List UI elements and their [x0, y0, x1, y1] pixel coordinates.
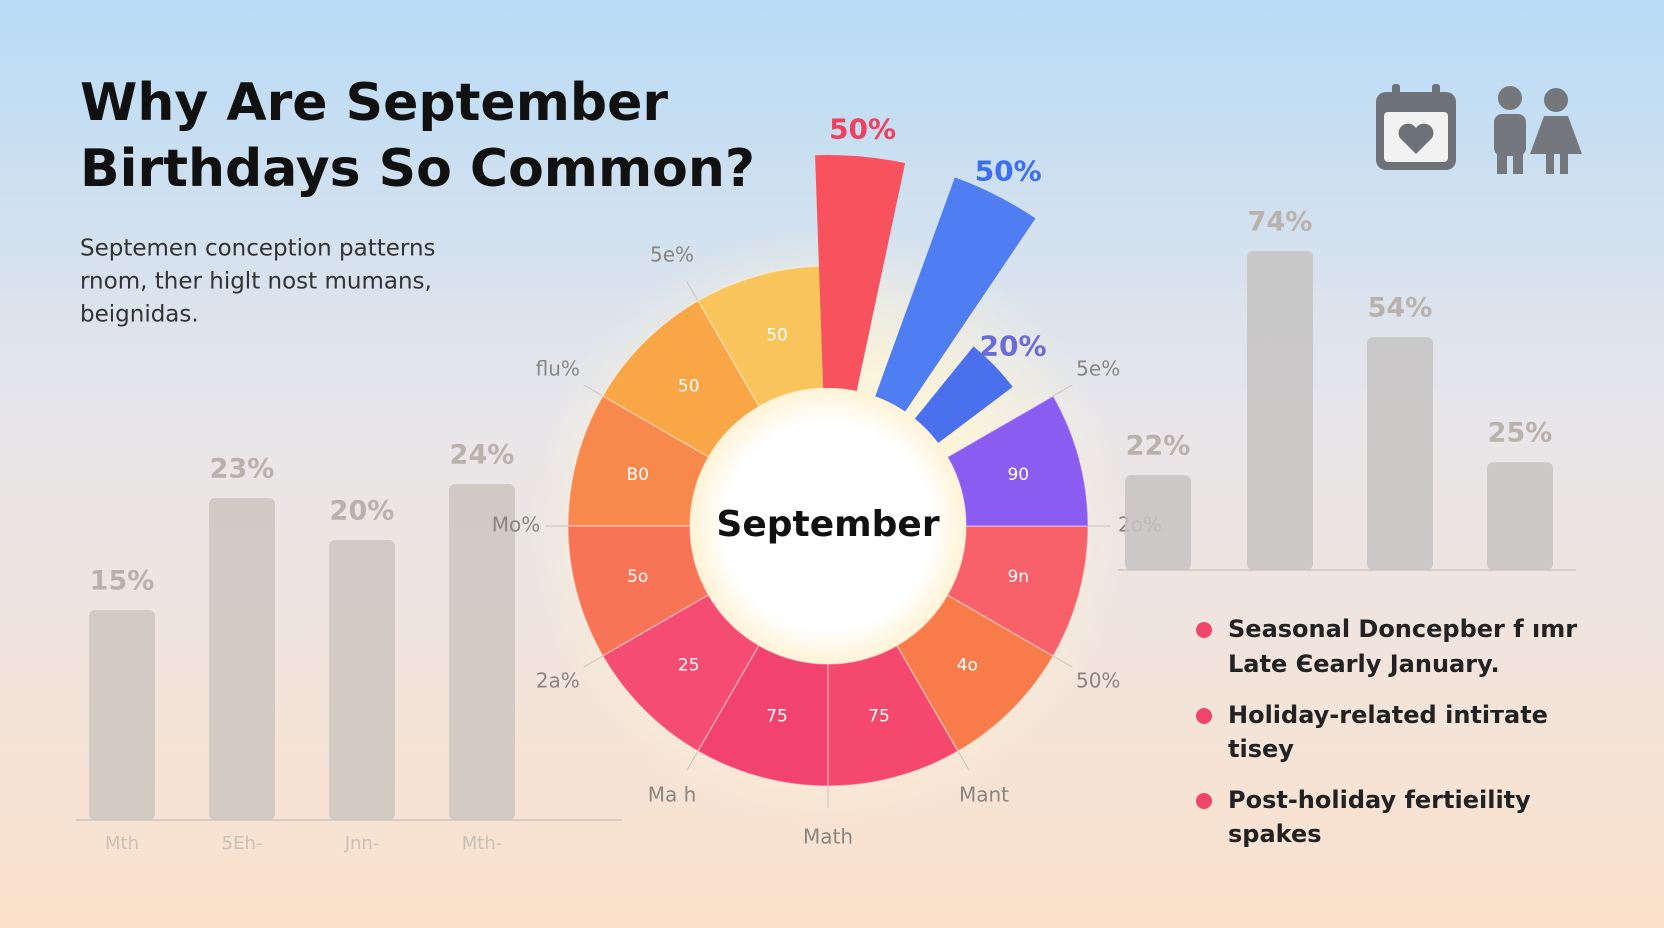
value-label: 54% — [1368, 293, 1433, 324]
sector-label: B0 — [626, 465, 648, 485]
subtitle: beignidas. — [80, 302, 199, 328]
value-label: 20% — [330, 496, 395, 527]
spike-label: 50% — [829, 113, 896, 146]
sector-label: 90 — [1007, 465, 1029, 485]
bullet-text: Seasonal Doncepber f ımr — [1228, 615, 1577, 643]
bar — [1367, 337, 1433, 570]
bar — [449, 484, 515, 820]
sector-label: 4o — [957, 655, 978, 675]
subtitle: Septemen conception patterns — [80, 236, 436, 262]
guide-line — [686, 750, 699, 771]
outer-label: Mo% — [492, 513, 541, 537]
center-hole — [690, 388, 966, 664]
spike-label: 20% — [979, 329, 1046, 362]
calendar-icon — [1376, 84, 1456, 170]
outer-label: flu% — [536, 357, 580, 381]
sector-label: 25 — [678, 655, 700, 675]
bar — [1125, 475, 1191, 570]
subtitle: rnom, ther higlt nost mumans, — [80, 269, 432, 295]
guide-line — [686, 281, 699, 302]
sector-label: 5o — [627, 567, 648, 587]
value-label: 23% — [210, 454, 275, 485]
sector-label: 9n — [1007, 567, 1029, 587]
bar — [89, 610, 155, 820]
value-label: 15% — [90, 566, 155, 597]
outer-label: Mant — [959, 783, 1009, 807]
value-label: 22% — [1126, 431, 1191, 462]
guide-line — [957, 750, 970, 771]
bullet-dot — [1196, 622, 1212, 638]
center-label: September — [716, 504, 939, 545]
value-label: 74% — [1248, 206, 1313, 237]
spike-label: 50% — [975, 154, 1042, 187]
outer-label: 5e% — [650, 242, 694, 266]
value-label: 24% — [450, 440, 515, 471]
bar — [1487, 462, 1553, 570]
sector-label: 75 — [868, 706, 890, 726]
x-tick-label: Mth- — [462, 833, 503, 854]
people-icon — [1494, 86, 1582, 174]
outer-label: Ma h — [648, 783, 697, 807]
x-tick-label: Jnn- — [344, 833, 380, 854]
bar — [1247, 250, 1313, 570]
sector-label: 50 — [678, 377, 700, 397]
spike — [875, 177, 1036, 412]
bullet-text: Late Єearly January. — [1228, 650, 1500, 678]
sector-label: 75 — [766, 706, 788, 726]
sector-label: 50 — [766, 326, 788, 346]
bullet-text: spakes — [1228, 820, 1322, 848]
x-tick-label: 5Eh- — [222, 833, 263, 854]
bullet-dot — [1196, 793, 1212, 809]
bar — [329, 540, 395, 820]
bullet-text: Holiday-related intiтate — [1228, 701, 1548, 729]
guide-line — [583, 384, 604, 397]
bullet-dot — [1196, 708, 1212, 724]
title: Birthdays So Common? — [80, 139, 755, 199]
x-tick-label: Mth — [105, 833, 139, 854]
bullet-text: Post-holiday fertieility — [1228, 786, 1531, 814]
guide-line — [1052, 384, 1073, 397]
outer-label: 2a% — [536, 669, 580, 693]
spike — [815, 155, 906, 392]
outer-label: Math — [803, 825, 853, 849]
bar — [209, 498, 275, 820]
title: Why Are September — [80, 73, 668, 133]
outer-label: 5e% — [1076, 357, 1120, 381]
spike — [914, 346, 1013, 443]
guide-line — [1052, 655, 1073, 668]
value-label: 25% — [1488, 418, 1553, 449]
guide-line — [583, 655, 604, 668]
bullet-text: tisey — [1228, 735, 1294, 763]
outer-label: 50% — [1076, 669, 1120, 693]
